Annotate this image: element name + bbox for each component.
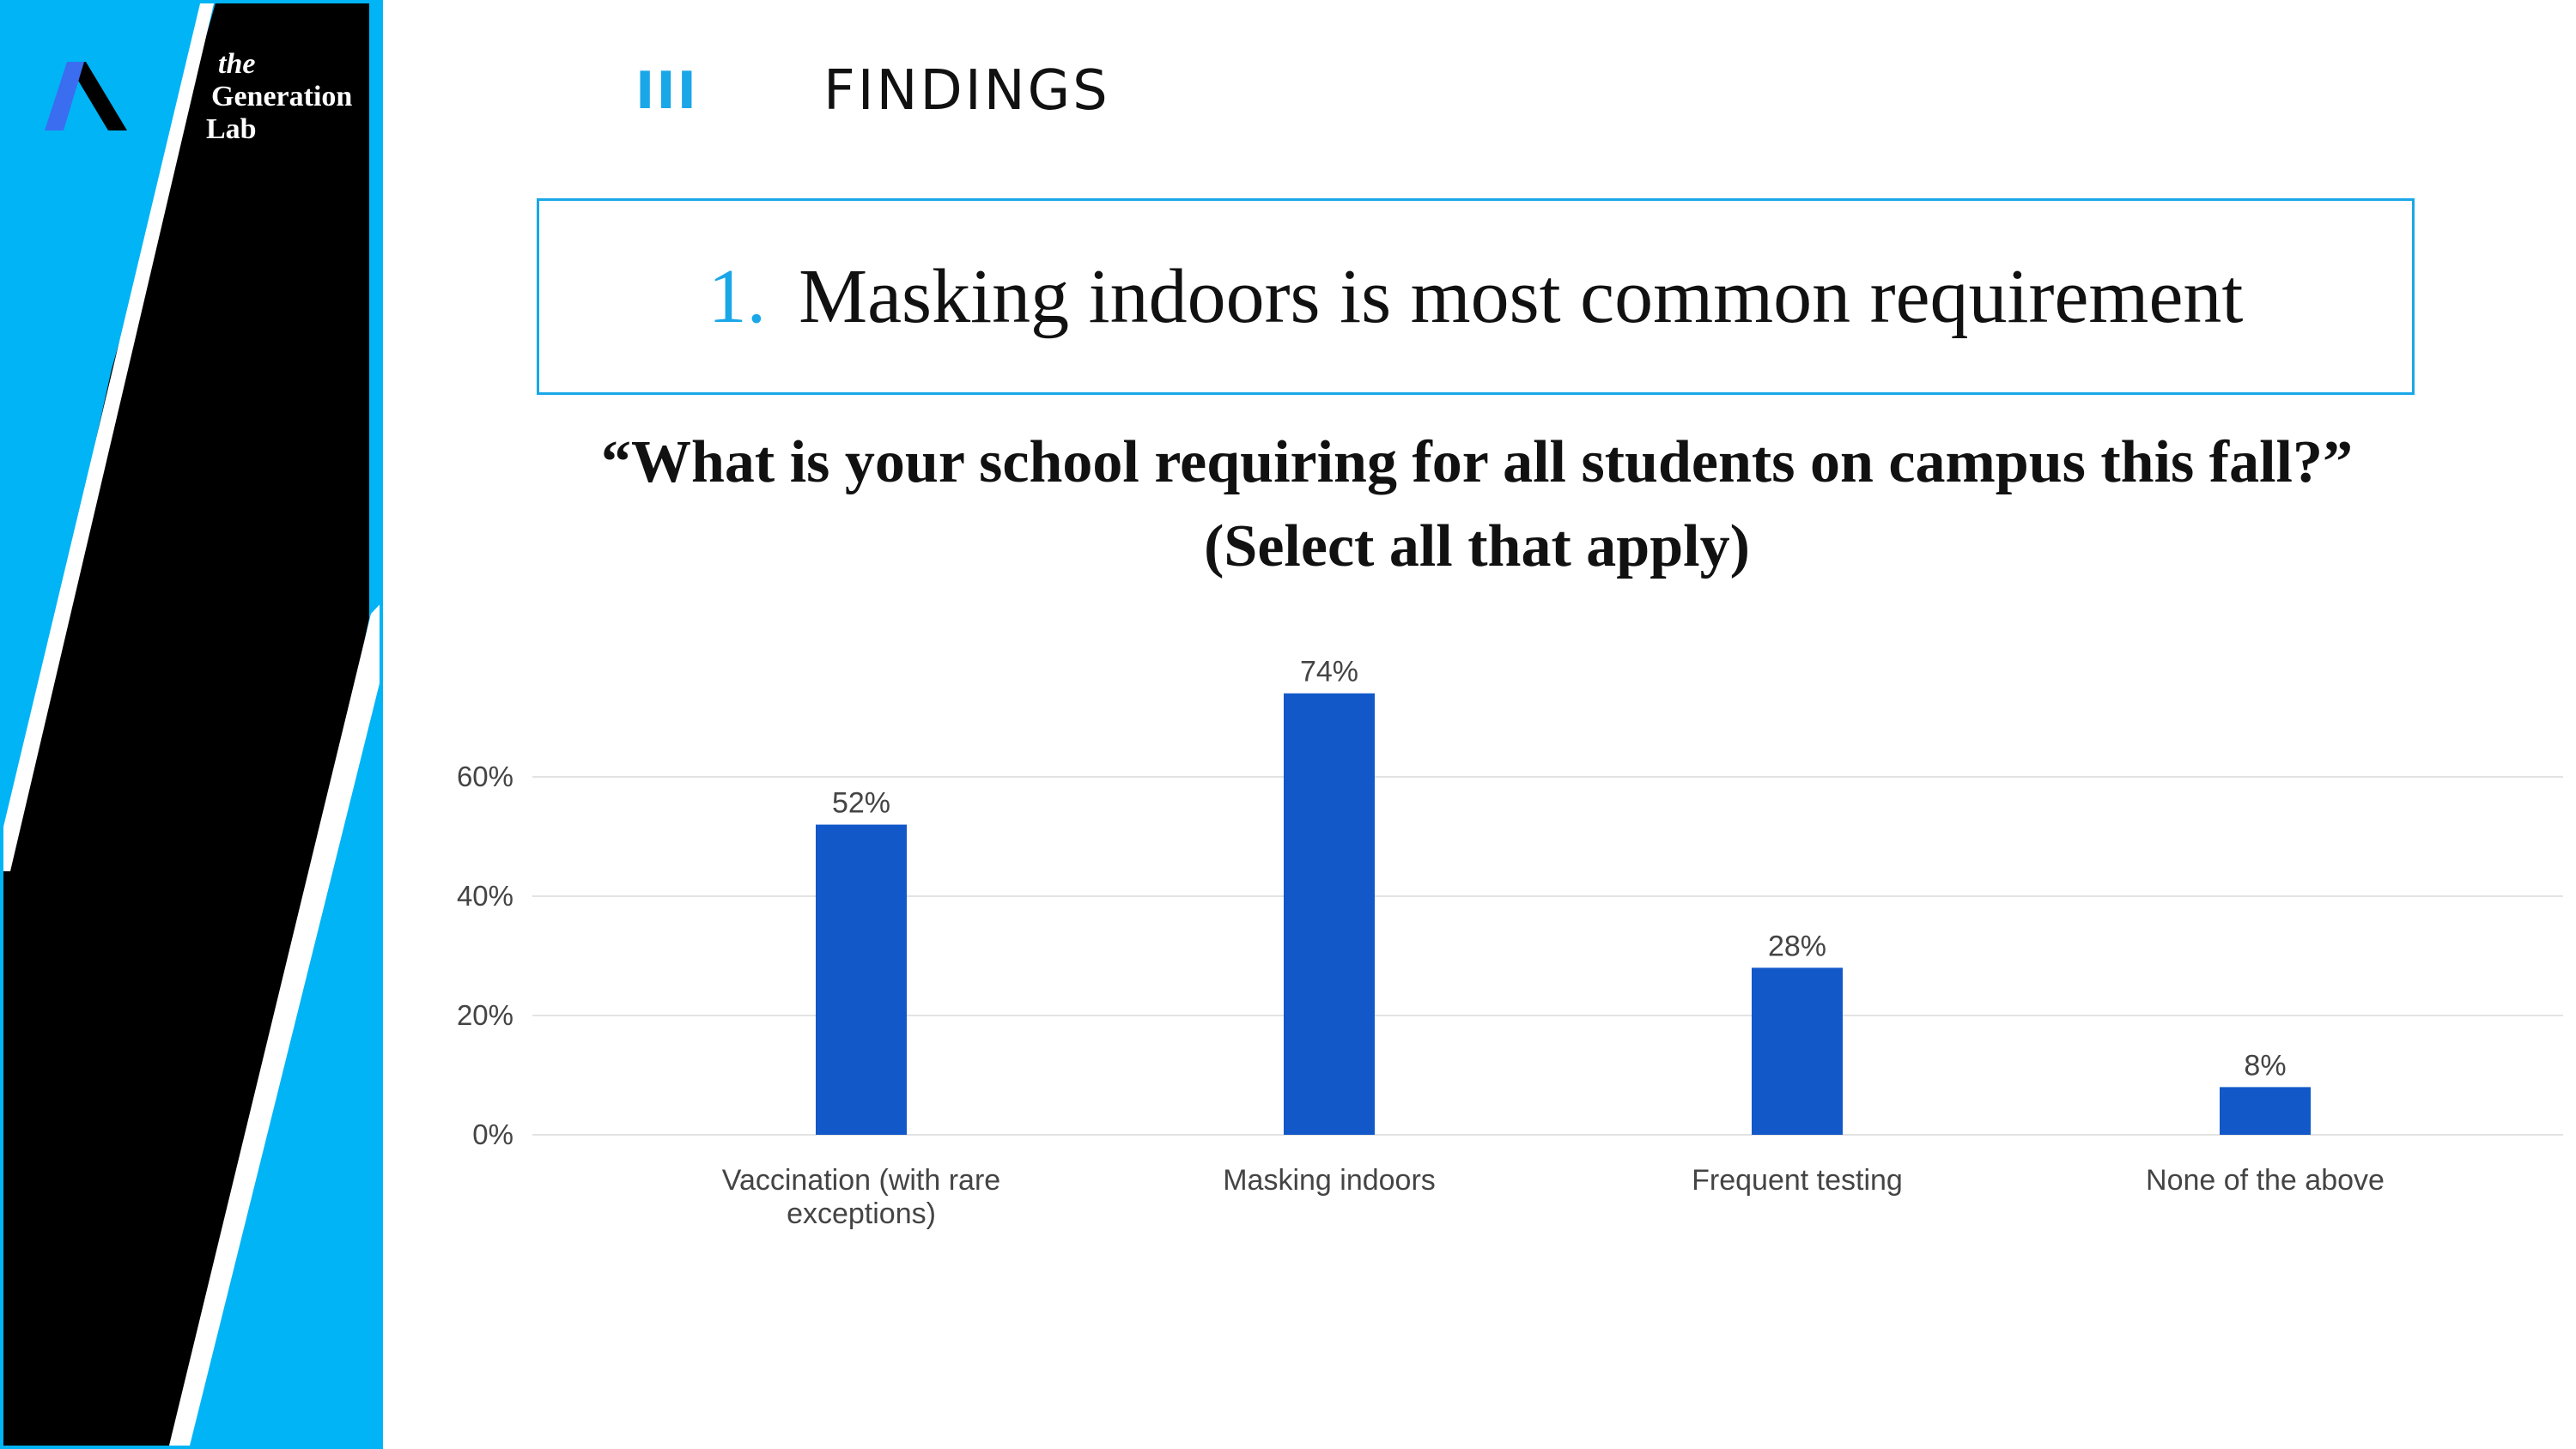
survey-question-line-2: (Select all that apply) [1204, 513, 1750, 579]
data-label: 52% [832, 787, 890, 820]
y-tick-label: 40% [457, 880, 513, 912]
y-tick-label: 20% [457, 999, 513, 1031]
x-category-label: Frequent testing [1692, 1164, 1903, 1197]
bar [816, 824, 907, 1135]
lambda-mark-icon [45, 62, 127, 130]
x-category-label: Vaccination (with rare [722, 1164, 1000, 1197]
bar [2220, 1087, 2311, 1135]
headline-number: 1. [708, 254, 767, 339]
x-category-label: exceptions) [787, 1197, 936, 1230]
survey-question: “What is your school requiring for all s… [515, 421, 2439, 589]
brand-word-generation: Generation [211, 81, 353, 112]
bar [1752, 967, 1843, 1135]
y-tick-label: 0% [472, 1119, 513, 1150]
headline-box: 1. Masking indoors is most common requir… [537, 198, 2415, 395]
section-title: FINDINGS [823, 59, 1110, 123]
section-header: III FINDINGS [635, 57, 1110, 125]
section-number: III [635, 61, 698, 121]
data-label: 8% [2244, 1049, 2286, 1082]
x-category-label: Masking indoors [1223, 1164, 1436, 1197]
brand-sidebar: the Generation Lab [0, 0, 383, 1449]
data-label: 74% [1300, 656, 1358, 688]
bar [1284, 693, 1375, 1135]
brand-wordmark: the Generation Lab [206, 48, 352, 146]
x-category-label: None of the above [2146, 1164, 2385, 1197]
brand-word-the: the [218, 48, 256, 80]
y-tick-label: 60% [457, 761, 513, 792]
data-label: 28% [1768, 930, 1826, 962]
survey-question-line-1: “What is your school requiring for all s… [600, 429, 2353, 495]
headline-text: Masking indoors is most common requireme… [799, 254, 2244, 339]
brand-word-lab: Lab [206, 113, 257, 145]
sidebar-stripes-graphic [0, 0, 383, 1449]
